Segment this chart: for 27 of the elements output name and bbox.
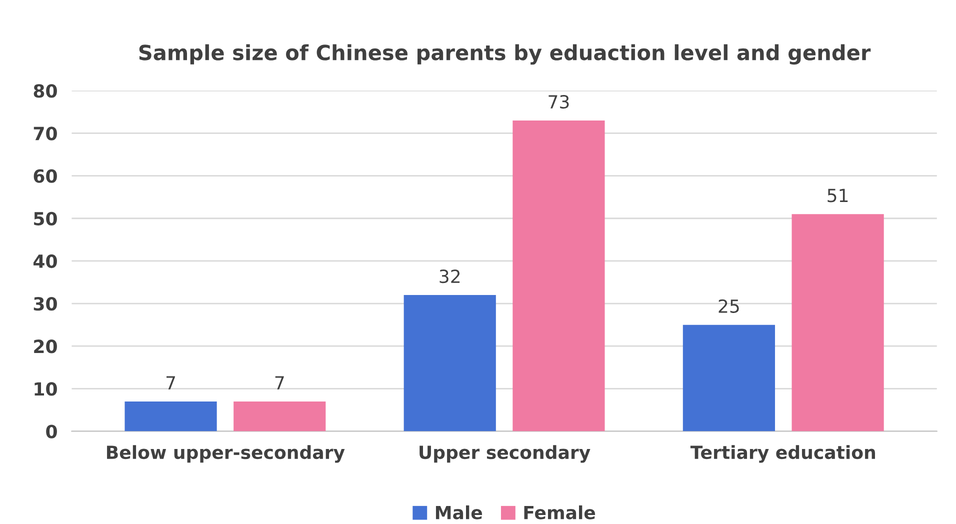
chart-title: Sample size of Chinese parents by eduaction level and gender [139,44,871,65]
y-tick-label: 10 [34,382,57,396]
bar [234,401,326,432]
data-label: 73 [548,94,569,109]
x-tick-label: Tertiary education [690,445,875,463]
y-tick-label: 50 [34,212,57,226]
y-tick-label: 80 [34,84,57,98]
legend-label: Male [436,505,482,520]
bar [124,401,217,432]
y-tick-label: 20 [34,340,57,354]
legend-label: Female [524,505,596,520]
y-tick-label: 0 [46,424,57,438]
y-tick-label: 60 [34,169,57,183]
bar [792,214,884,432]
bar [682,324,776,432]
data-label: 25 [718,299,739,313]
y-tick-label: 70 [34,126,57,140]
data-label: 32 [440,270,460,284]
data-label: 7 [275,376,284,390]
y-tick-label: 30 [34,296,57,311]
data-label: 51 [828,188,848,202]
y-tick-label: 40 [34,254,57,268]
x-tick-label: Upper secondary [420,445,590,463]
data-label: 7 [166,376,175,390]
bar [512,120,605,432]
x-tick-label: Below upper-secondary [107,445,345,463]
bar [404,295,496,432]
